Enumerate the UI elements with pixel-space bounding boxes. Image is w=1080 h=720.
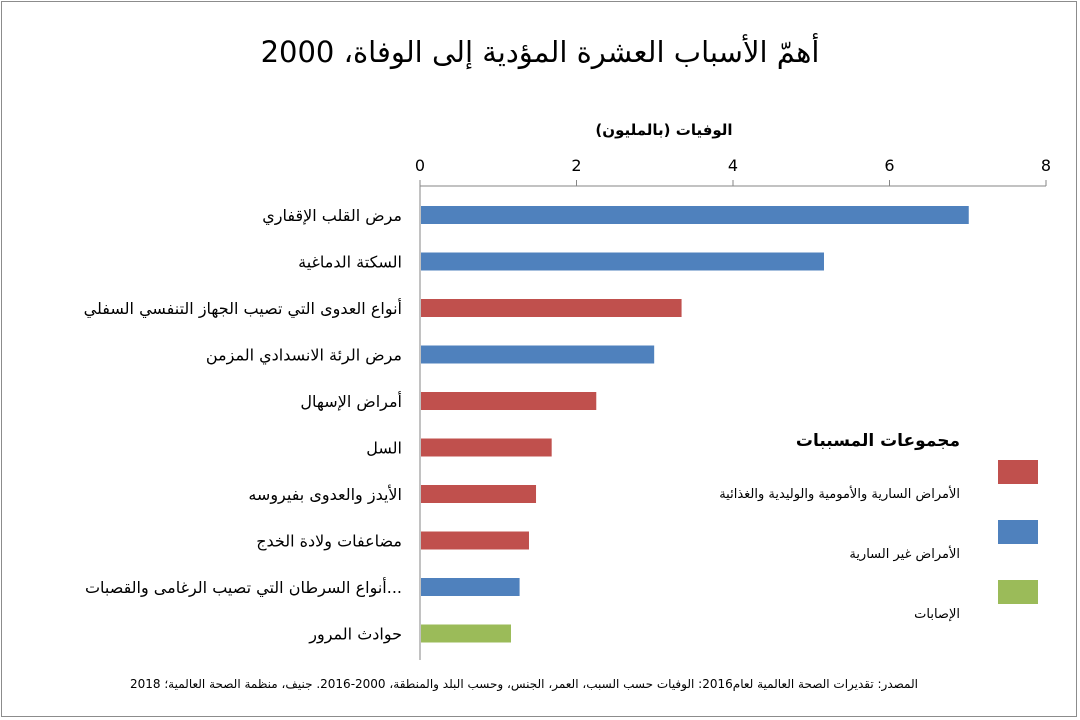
bars (421, 206, 969, 643)
category-label: حوادث المرور (308, 625, 402, 645)
x-tick-label: 2 (571, 156, 581, 175)
bar (421, 252, 824, 271)
legend-swatch (998, 580, 1038, 604)
bar (421, 345, 655, 364)
bar (421, 624, 511, 643)
bar (421, 299, 682, 317)
legend-title: مجموعات المسببات (796, 431, 960, 451)
category-label: السل (366, 439, 402, 458)
category-label: أنواع العدوى التي تصيب الجهاز التنفسي ال… (84, 298, 402, 319)
category-label: مضاعفات ولادة الخدج (256, 532, 402, 552)
category-label: الأيدز والعدوى بفيروسه (248, 484, 402, 505)
category-label: السكتة الدماغية (298, 253, 402, 272)
legend: مجموعات المسببات الأمراض السارية والأموم… (719, 431, 1038, 622)
category-labels: مرض القلب الإقفاري السكتة الدماغية أنواع ا… (84, 206, 402, 645)
x-tick-label: 6 (884, 156, 894, 175)
category-label: أنواع السرطان التي تصيب الرغامى والقصبات… (85, 577, 402, 598)
legend-label: الأمراض السارية والأمومية والوليدية والغ… (719, 485, 960, 502)
category-label: أمراض الإسهال (300, 391, 402, 412)
x-axis: 0 2 4 6 8 (415, 156, 1051, 660)
bar (421, 578, 520, 596)
legend-swatch (998, 460, 1038, 484)
chart-title: أهمّ الأسباب العشرة المؤدية إلى الوفاة، … (261, 32, 820, 70)
x-tick-label: 8 (1041, 156, 1051, 175)
legend-swatch (998, 520, 1038, 544)
bar (421, 531, 529, 550)
x-tick-label: 4 (728, 156, 738, 175)
x-axis-label: الوفيات (بالمليون) (595, 121, 732, 139)
source-note: المصدر: تقديرات الصحة العالمية لعام2016:… (130, 677, 918, 692)
bar (421, 206, 969, 224)
bar (421, 392, 597, 410)
legend-label: الأمراض غير السارية (849, 545, 960, 562)
category-label: مرض الرئة الانسدادي المزمن (206, 346, 402, 366)
bar (421, 485, 537, 503)
legend-label: الإصابات (914, 607, 960, 622)
bar (421, 438, 552, 457)
x-tick-label: 0 (415, 156, 425, 175)
category-label: مرض القلب الإقفاري (262, 206, 402, 226)
